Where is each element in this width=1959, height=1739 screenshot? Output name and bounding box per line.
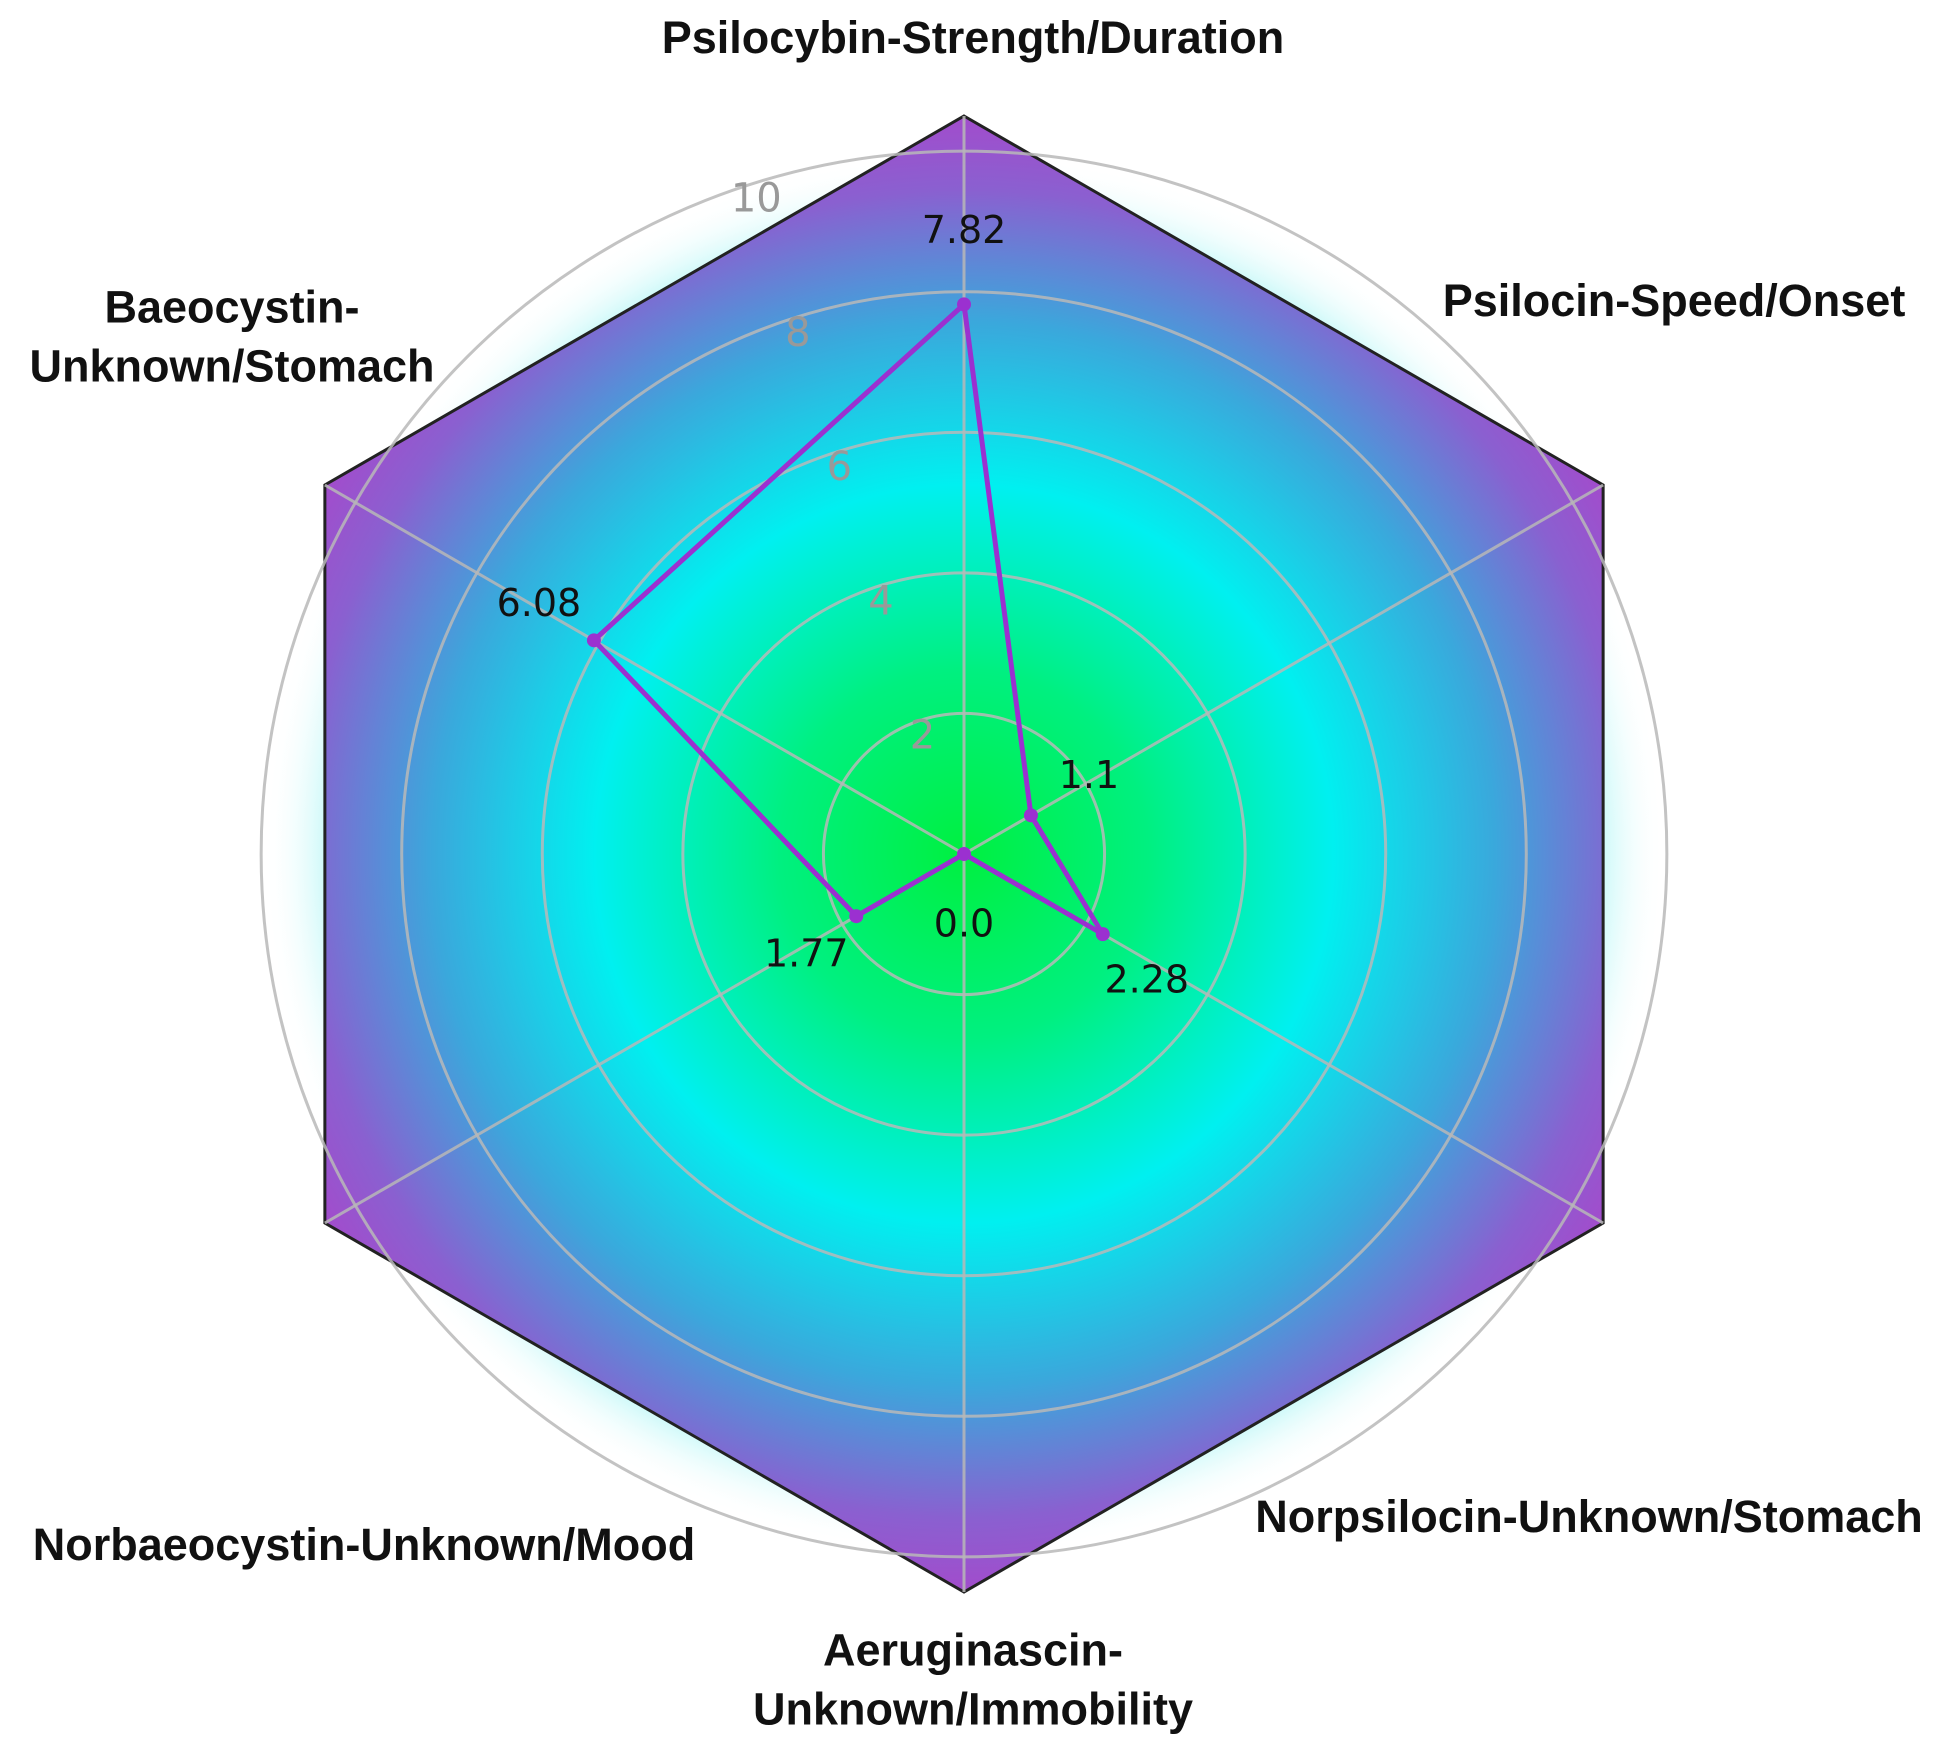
data-label: 1.1 [1059,753,1119,797]
r-tick-label: 8 [785,310,810,356]
axis-label: Norbaeocystin-Unknown/Mood [32,1518,696,1570]
r-tick-label: 4 [868,578,893,624]
data-point [586,633,601,648]
data-point [957,297,971,312]
axis-label: Norpsilocin-Unknown/Stomach [1255,1490,1923,1542]
spoke [324,483,965,856]
axis-label: Psilocin-Speed/Onset [1442,274,1906,326]
axis-label: Baeocystin-Unknown/Stomach [29,281,435,392]
data-point [1095,927,1110,942]
r-tick-label: 2 [910,713,935,759]
data-label: 2.28 [1104,958,1189,1002]
spoke [963,483,1604,856]
axis-label: Aeruginascin-Unknown/Immobility [752,1624,1193,1735]
r-tick-label: 10 [731,176,782,222]
data-label: 7.82 [922,208,1007,252]
data-point [1023,808,1038,823]
axis-label: Psilocybin-Strength/Duration [661,11,1285,63]
data-label: 0.0 [934,902,994,946]
data-point [957,847,971,861]
data-point [849,909,864,924]
r-tick-label: 6 [827,444,852,490]
data-label: 6.08 [497,581,582,625]
data-label: 1.77 [764,932,849,976]
